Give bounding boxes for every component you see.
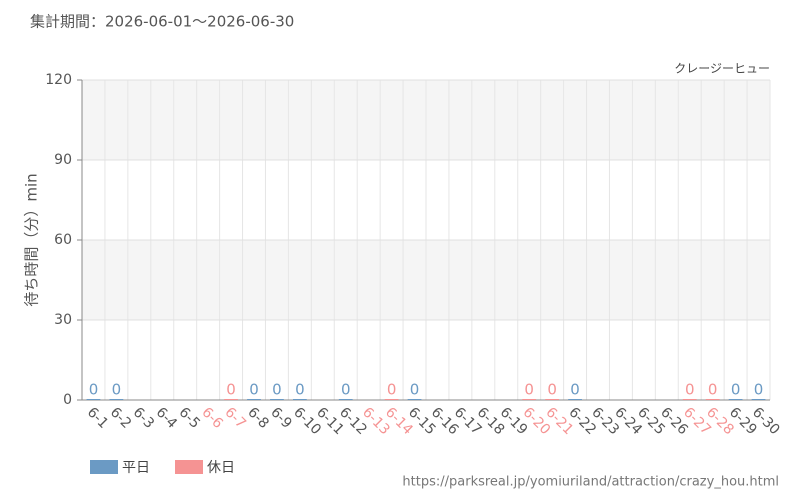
bar	[522, 399, 537, 400]
legend-swatch	[175, 460, 203, 474]
value-label: 0	[112, 381, 122, 399]
bar	[407, 399, 422, 400]
value-label: 0	[410, 381, 420, 399]
bar	[224, 399, 238, 400]
value-label: 0	[89, 381, 99, 399]
bar	[384, 399, 399, 400]
bar	[338, 399, 353, 400]
value-label: 0	[685, 381, 695, 399]
bar	[728, 399, 743, 400]
bar	[270, 399, 284, 400]
bar	[568, 399, 582, 400]
x-tick-label: 6-1	[84, 404, 111, 431]
bar	[86, 399, 101, 400]
bar	[545, 399, 560, 400]
value-label: 0	[295, 381, 305, 399]
value-label: 0	[731, 381, 741, 399]
bar	[292, 399, 307, 400]
y-tick-label: 90	[54, 152, 72, 168]
chart-title: 集計期間：2026-06-01～2026-06-30	[30, 13, 294, 31]
y-tick-label: 0	[63, 392, 72, 408]
bar	[682, 399, 697, 400]
x-tick-label: 6-6	[198, 404, 226, 432]
x-tick-label: 6-9	[267, 404, 294, 431]
y-tick-label: 60	[54, 232, 72, 248]
bar	[705, 399, 720, 400]
bar	[247, 399, 261, 400]
y-tick-label: 120	[45, 72, 72, 88]
legend-label: 休日	[207, 460, 235, 476]
bar	[751, 399, 766, 400]
x-tick-label: 6-3	[130, 404, 157, 431]
source-url: https://parksreal.jp/yomiuriland/attract…	[402, 475, 779, 490]
value-label: 0	[272, 381, 282, 399]
value-label: 0	[387, 381, 397, 399]
value-label: 0	[341, 381, 351, 399]
x-tick-label: 6-2	[107, 404, 134, 431]
value-label: 0	[754, 381, 764, 399]
y-tick-label: 30	[54, 312, 72, 328]
legend-label: 平日	[122, 460, 150, 476]
x-tick-label: 6-8	[244, 404, 271, 431]
value-label: 0	[524, 381, 534, 399]
legend-swatch	[90, 460, 118, 474]
value-label: 0	[226, 381, 236, 399]
x-tick-label: 6-5	[176, 404, 203, 431]
value-label: 0	[249, 381, 259, 399]
value-label: 0	[547, 381, 557, 399]
value-label: 0	[708, 381, 718, 399]
x-tick-label: 6-7	[221, 404, 248, 431]
x-tick-label: 6-4	[153, 404, 181, 432]
attraction-name: クレージーヒュー	[674, 62, 770, 76]
y-axis-label: 待ち時間（分）min	[23, 173, 41, 306]
value-label: 0	[570, 381, 580, 399]
bar	[109, 399, 124, 400]
